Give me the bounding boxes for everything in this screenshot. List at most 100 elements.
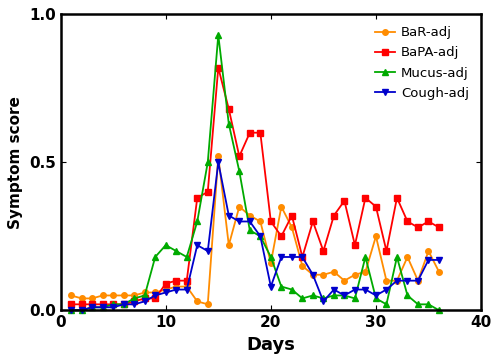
X-axis label: Days: Days <box>246 336 296 354</box>
Cough-adj <box>415 278 421 283</box>
Cough-adj <box>89 305 95 310</box>
BaR-adj <box>89 296 95 300</box>
BaPA-adj <box>352 243 358 247</box>
BaR-adj <box>162 287 168 292</box>
BaR-adj <box>110 293 116 298</box>
Cough-adj <box>142 299 148 304</box>
Mucus-adj <box>404 293 410 298</box>
Cough-adj <box>162 290 168 295</box>
Cough-adj <box>300 255 306 259</box>
BaPA-adj <box>78 302 84 307</box>
BaPA-adj <box>205 190 211 194</box>
BaPA-adj <box>331 213 337 218</box>
Cough-adj <box>173 287 179 292</box>
Cough-adj <box>194 243 200 247</box>
Line: BaPA-adj: BaPA-adj <box>68 65 442 307</box>
Mucus-adj <box>236 169 242 173</box>
Cough-adj <box>352 287 358 292</box>
Mucus-adj <box>384 302 390 307</box>
BaPA-adj <box>436 225 442 230</box>
BaR-adj <box>205 302 211 307</box>
Mucus-adj <box>78 308 84 312</box>
BaPA-adj <box>373 205 379 209</box>
BaR-adj <box>236 205 242 209</box>
Mucus-adj <box>320 296 326 300</box>
BaR-adj <box>100 293 105 298</box>
Mucus-adj <box>247 228 253 232</box>
Mucus-adj <box>184 255 190 259</box>
Mucus-adj <box>173 249 179 253</box>
Cough-adj <box>278 255 284 259</box>
BaR-adj <box>415 278 421 283</box>
Mucus-adj <box>89 305 95 310</box>
Mucus-adj <box>131 296 137 300</box>
BaR-adj <box>268 261 274 265</box>
BaR-adj <box>184 285 190 289</box>
Cough-adj <box>373 293 379 298</box>
BaPA-adj <box>320 249 326 253</box>
BaR-adj <box>216 154 222 159</box>
Line: Mucus-adj: Mucus-adj <box>68 32 442 313</box>
Cough-adj <box>247 219 253 224</box>
Cough-adj <box>320 299 326 304</box>
Mucus-adj <box>426 302 432 307</box>
Cough-adj <box>152 293 158 298</box>
Cough-adj <box>384 287 390 292</box>
Cough-adj <box>342 293 347 298</box>
Mucus-adj <box>194 219 200 224</box>
Mucus-adj <box>278 285 284 289</box>
BaR-adj <box>436 270 442 274</box>
Mucus-adj <box>352 296 358 300</box>
BaPA-adj <box>173 278 179 283</box>
BaR-adj <box>384 278 390 283</box>
Mucus-adj <box>289 287 295 292</box>
BaPA-adj <box>258 131 264 135</box>
BaR-adj <box>310 273 316 277</box>
BaPA-adj <box>384 249 390 253</box>
BaPA-adj <box>152 296 158 300</box>
Line: BaR-adj: BaR-adj <box>68 153 442 307</box>
Mucus-adj <box>331 293 337 298</box>
BaR-adj <box>258 219 264 224</box>
BaPA-adj <box>415 225 421 230</box>
Mucus-adj <box>68 308 74 312</box>
Cough-adj <box>131 302 137 307</box>
Mucus-adj <box>162 243 168 247</box>
BaR-adj <box>68 293 74 298</box>
Cough-adj <box>226 213 232 218</box>
Mucus-adj <box>268 255 274 259</box>
BaPA-adj <box>289 213 295 218</box>
BaPA-adj <box>216 66 222 70</box>
Mucus-adj <box>394 255 400 259</box>
BaR-adj <box>142 290 148 295</box>
Mucus-adj <box>110 302 116 307</box>
BaPA-adj <box>131 299 137 304</box>
Cough-adj <box>436 258 442 262</box>
BaR-adj <box>342 278 347 283</box>
Mucus-adj <box>310 293 316 298</box>
BaR-adj <box>404 255 410 259</box>
BaPA-adj <box>110 302 116 307</box>
BaR-adj <box>173 285 179 289</box>
Cough-adj <box>100 305 105 310</box>
Mucus-adj <box>142 293 148 298</box>
Mucus-adj <box>152 255 158 259</box>
Mucus-adj <box>216 33 222 37</box>
BaPA-adj <box>247 131 253 135</box>
BaPA-adj <box>394 195 400 200</box>
Cough-adj <box>331 287 337 292</box>
BaPA-adj <box>426 219 432 224</box>
BaPA-adj <box>236 154 242 159</box>
Cough-adj <box>236 219 242 224</box>
Line: Cough-adj: Cough-adj <box>68 160 442 313</box>
Mucus-adj <box>342 293 347 298</box>
BaPA-adj <box>404 219 410 224</box>
BaPA-adj <box>278 234 284 239</box>
BaR-adj <box>426 249 432 253</box>
Cough-adj <box>120 302 126 307</box>
Mucus-adj <box>300 296 306 300</box>
BaR-adj <box>362 270 368 274</box>
Mucus-adj <box>205 160 211 164</box>
Mucus-adj <box>120 302 126 307</box>
BaR-adj <box>331 270 337 274</box>
